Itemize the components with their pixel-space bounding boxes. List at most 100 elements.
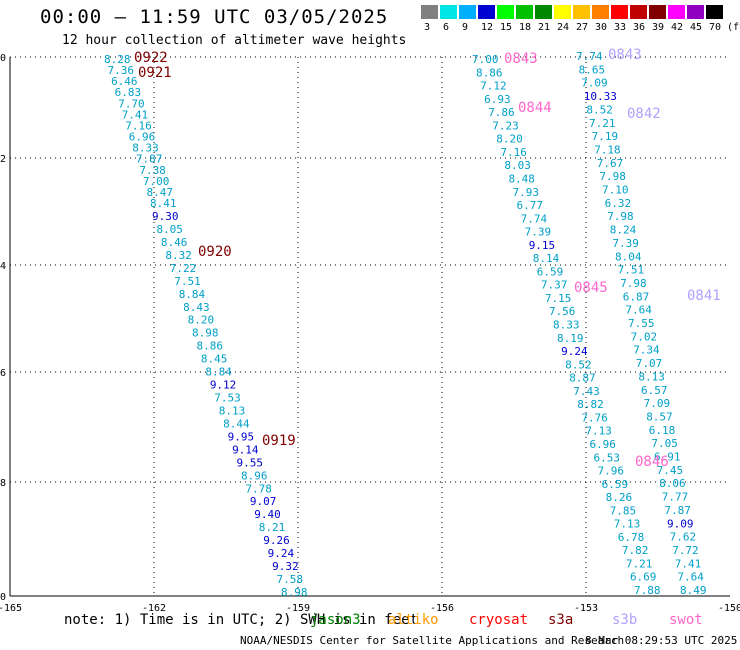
wave-height-value: 7.16	[500, 146, 526, 159]
pass-time-label: 0919	[262, 433, 296, 449]
wave-height-value: 7.41	[675, 557, 702, 570]
wave-height-value: 7.55	[628, 317, 655, 330]
wave-height-value: 9.55	[237, 456, 264, 469]
scale-swatch	[535, 5, 552, 19]
wave-height-value: 7.74	[521, 212, 548, 225]
scale-swatch	[497, 5, 514, 19]
legend-jason3: jason3	[310, 612, 361, 628]
scale-swatch	[516, 5, 533, 19]
scale-swatch	[630, 5, 647, 19]
scale-swatch	[421, 5, 438, 19]
pass-time-label: 0842	[627, 106, 661, 122]
wave-height-value: 9.26	[263, 534, 290, 547]
wave-height-value: 8.24	[610, 224, 637, 237]
wave-height-value: 8.04	[615, 250, 642, 263]
wave-height-value: 7.16	[125, 119, 152, 132]
wave-height-value: 7.13	[585, 425, 612, 438]
pass-time-label: 0845	[574, 280, 608, 296]
wave-height-value: 7.56	[549, 305, 576, 318]
scale-swatch	[706, 5, 723, 19]
wave-height-value: 7.36	[108, 64, 134, 77]
wave-height-value: 7.87	[136, 153, 163, 166]
scale-swatch	[478, 5, 495, 19]
scale-swatch	[668, 5, 685, 19]
wave-height-value: 8.98	[192, 327, 219, 340]
wave-height-value: 7.62	[670, 531, 697, 544]
wave-height-value: 7.39	[525, 226, 552, 239]
scale-label: 39	[652, 22, 665, 33]
scale-swatch	[649, 5, 666, 19]
scale-label: 15	[500, 22, 513, 33]
wave-height-value: 8.96	[241, 469, 268, 482]
wave-height-value: 8.14	[533, 252, 560, 265]
wave-height-value: 7.22	[170, 262, 197, 275]
wave-height-value: 7.64	[625, 304, 652, 317]
wave-height-value: 7.21	[589, 117, 616, 130]
lat-tick-label: 50	[0, 592, 6, 603]
wave-height-value: 6.93	[484, 93, 511, 106]
wave-height-value: 9.07	[250, 495, 276, 508]
scale-swatch	[554, 5, 571, 19]
wave-height-value: 9.14	[232, 443, 259, 456]
wave-height-value: 8.19	[557, 332, 584, 345]
scale-label: 70	[709, 22, 722, 33]
wave-height-value: 7.07	[636, 357, 663, 370]
pass-time-label: 0844	[518, 100, 552, 116]
footer-timestamp: 8 Mar 08:29:53 UTC 2025	[585, 634, 738, 647]
wave-height-value: 7.87	[664, 504, 691, 517]
wave-height-value: 8.13	[219, 404, 246, 417]
wave-height-value: 10.33	[584, 90, 617, 103]
wave-height-value: 8.33	[132, 142, 159, 155]
wave-height-value: 8.05	[156, 223, 183, 236]
wave-height-value: 7.53	[214, 392, 241, 405]
lat-tick-label: 42	[0, 154, 6, 165]
wave-height-value: 7.67	[597, 157, 624, 170]
pass-time-label: 0841	[687, 288, 721, 304]
wave-height-value: 7.74	[576, 50, 603, 63]
wave-height-value: 6.18	[649, 424, 676, 437]
wave-height-value: 6.59	[602, 478, 629, 491]
wave-height-value: 6.53	[594, 451, 621, 464]
scale-label: 6	[443, 22, 450, 33]
lat-tick-label: 44	[0, 261, 6, 272]
wave-height-value: 8.57	[646, 410, 673, 423]
wave-height-value: 7.13	[614, 518, 641, 531]
wave-height-value: 7.00	[143, 175, 170, 188]
wave-height-value: 7.64	[677, 571, 704, 584]
scale-label: 45	[690, 22, 703, 33]
scale-label: 12	[481, 22, 494, 33]
scale-label: 9	[462, 22, 469, 33]
wave-height-value: 7.70	[118, 97, 144, 110]
wave-height-value: 7.10	[602, 184, 629, 197]
wave-height-value: 9.40	[254, 508, 281, 521]
wave-height-value: 9.32	[272, 560, 299, 573]
wave-height-value: 8.28	[104, 53, 131, 66]
wave-height-value: 7.09	[644, 397, 671, 410]
wave-height-value: 8.26	[606, 491, 633, 504]
lon-tick-label: -165	[0, 603, 22, 614]
wave-height-value: 8.20	[188, 314, 215, 327]
scale-swatch	[687, 5, 704, 19]
wave-height-value: 8.84	[205, 366, 232, 379]
scale-label: 3	[424, 22, 431, 33]
wave-height-value: 9.09	[667, 517, 694, 530]
wave-height-value: 9.12	[210, 379, 237, 392]
wave-height-value: 8.45	[201, 353, 228, 366]
wave-height-value: 9.24	[268, 547, 295, 560]
wave-height-value: 8.41	[150, 197, 177, 210]
wave-height-value: 6.96	[129, 131, 156, 144]
wave-height-value: 6.77	[517, 199, 544, 212]
scale-label: 42	[671, 22, 684, 33]
wave-height-value: 7.51	[174, 275, 201, 288]
wave-height-value: 7.51	[618, 264, 645, 277]
map-title: 00:00 – 11:59 UTC 03/05/2025	[40, 6, 389, 28]
wave-height-value: 7.72	[672, 544, 699, 557]
legend-swot: swot	[669, 612, 703, 628]
wave-height-value: 7.82	[622, 544, 649, 557]
wave-height-value: 7.76	[581, 411, 608, 424]
scale-label: 33	[614, 22, 627, 33]
scale-label: 36	[633, 22, 646, 33]
wave-height-value: 8.46	[161, 236, 188, 249]
wave-height-value: 7.78	[245, 482, 272, 495]
scale-swatch	[440, 5, 457, 19]
